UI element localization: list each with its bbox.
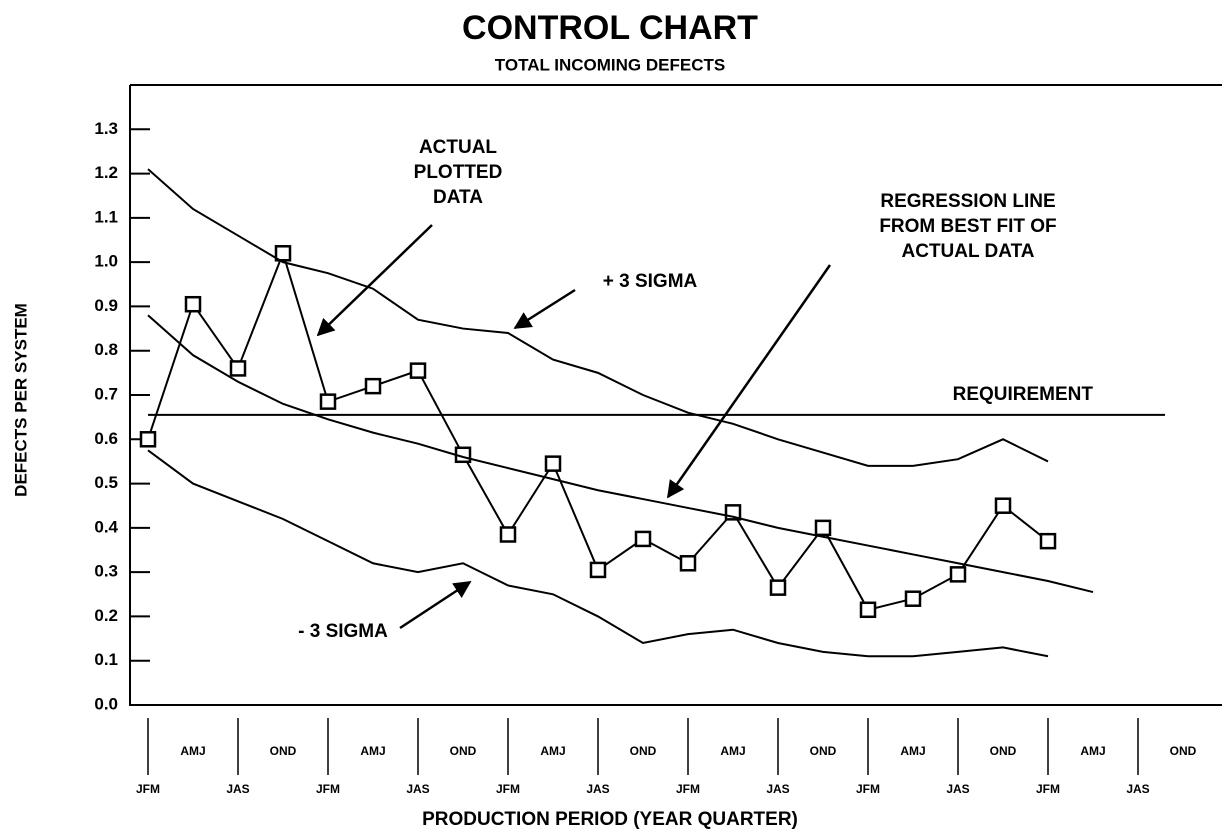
x-tick-label: JFM [676, 782, 700, 796]
data-point [184, 295, 202, 313]
data-point [994, 497, 1012, 514]
x-tick-label: OND [810, 744, 837, 758]
data-point [274, 245, 292, 262]
y-tick-label: 0.0 [94, 694, 118, 713]
x-tick-label: AMJ [720, 744, 745, 758]
x-tick-label: JFM [496, 782, 520, 796]
x-tick-label: AMJ [360, 744, 385, 758]
y-tick-label: 0.6 [94, 429, 118, 448]
data-point [634, 530, 652, 548]
y-tick-label: 0.2 [94, 606, 118, 625]
x-tick-label: JAS [766, 782, 789, 796]
x-tick-label: JFM [856, 782, 880, 796]
data-point [589, 561, 607, 579]
y-tick-label: 0.3 [94, 562, 118, 581]
arrow [316, 224, 433, 337]
x-tick-label: AMJ [180, 744, 205, 758]
y-tick-label: 1.3 [94, 119, 118, 138]
data-point [904, 590, 922, 607]
annotation: ACTUAL [419, 137, 497, 158]
requirement-label: REQUIREMENT [953, 384, 1094, 405]
x-axis-label: PRODUCTION PERIOD (YEAR QUARTER) [422, 809, 798, 830]
annotation: PLOTTED [414, 162, 503, 183]
y-tick-label: 1.1 [94, 207, 118, 226]
data-point [769, 579, 787, 596]
arrow [666, 264, 832, 499]
arrow [513, 288, 576, 330]
data-point [814, 519, 832, 537]
y-axis-label: DEFECTS PER SYSTEM [11, 303, 30, 497]
series-line [147, 250, 1049, 611]
x-tick-label: OND [1170, 744, 1197, 758]
x-tick-label: OND [270, 744, 297, 758]
y-tick-label: 0.5 [94, 473, 118, 492]
x-tick-label: AMJ [540, 744, 565, 758]
data-point [319, 393, 337, 410]
x-tick-label: JAS [226, 782, 249, 796]
x-tick-label: OND [630, 744, 657, 758]
x-tick-label: JFM [136, 782, 160, 796]
annotations [316, 224, 832, 630]
data-point [364, 377, 382, 395]
y-tick-label: 0.9 [94, 296, 118, 315]
x-tick-label: JAS [946, 782, 969, 796]
chart-subtitle: TOTAL INCOMING DEFECTS [495, 55, 725, 74]
data-point [499, 526, 517, 543]
series-line [147, 314, 1094, 594]
data-point [139, 431, 157, 448]
y-tick-label: 1.2 [94, 163, 118, 182]
data-point [679, 555, 697, 572]
data-point [1039, 532, 1057, 550]
annotation: FROM BEST FIT OF [879, 216, 1056, 237]
series-line [147, 449, 1049, 658]
annotation: DATA [433, 187, 483, 208]
y-tick-label: 0.8 [94, 340, 118, 359]
data-point [409, 362, 427, 379]
arrow [399, 580, 472, 630]
x-tick-label: JAS [586, 782, 609, 796]
x-tick-label: OND [450, 744, 477, 758]
x-tick-label: AMJ [900, 744, 925, 758]
x-tick-label: JFM [316, 782, 340, 796]
data-point [544, 455, 562, 472]
x-tick-label: AMJ [1080, 744, 1105, 758]
annotation: REGRESSION LINE [880, 191, 1055, 212]
series-line [147, 168, 1049, 467]
x-tick-label: OND [990, 744, 1017, 758]
annotation: - 3 SIGMA [298, 621, 388, 642]
y-tick-label: 0.1 [94, 650, 118, 669]
data-point [859, 601, 877, 619]
y-tick-label: 0.4 [94, 517, 118, 536]
chart-title: CONTROL CHART [462, 9, 758, 47]
x-tick-label: JAS [406, 782, 429, 796]
data-point [229, 360, 247, 377]
y-tick-label: 1.0 [94, 252, 118, 271]
annotation: + 3 SIGMA [603, 271, 698, 292]
y-tick-label: 0.7 [94, 384, 118, 403]
data-point [949, 566, 967, 583]
x-tick-label: JAS [1126, 782, 1149, 796]
x-tick-label: JFM [1036, 782, 1060, 796]
annotation: ACTUAL DATA [902, 241, 1035, 262]
